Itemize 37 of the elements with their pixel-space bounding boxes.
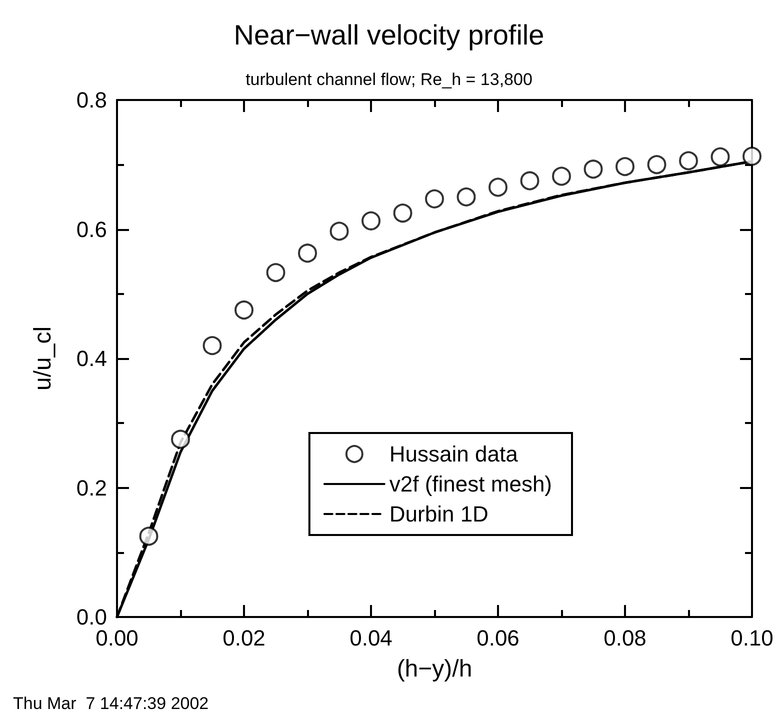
point	[488, 178, 508, 197]
point	[266, 263, 286, 282]
legend-label: Hussain data	[389, 442, 519, 466]
point	[710, 147, 730, 166]
x-tick-label: 0.08	[604, 626, 646, 650]
point	[362, 211, 380, 230]
point	[584, 160, 603, 179]
point	[742, 146, 762, 166]
legend-label: Durbin 1D	[389, 502, 488, 526]
x-tick-label: 0.06	[476, 626, 520, 650]
point	[234, 300, 254, 320]
point	[171, 430, 190, 449]
point	[647, 155, 666, 174]
point	[393, 204, 412, 223]
point	[202, 336, 222, 356]
point	[330, 222, 349, 241]
y-tick-label: 0.4	[76, 346, 107, 371]
y-tick-label: 0.6	[76, 216, 107, 242]
chart-title: Near−wall velocity profile	[234, 20, 544, 50]
point	[298, 244, 317, 263]
chart-subtitle: turbulent channel flow; Re_h = 13,800	[246, 70, 532, 89]
y-tick-label: 0.8	[76, 88, 107, 112]
point	[139, 526, 158, 546]
point	[520, 171, 540, 190]
x-tick-label: 0.10	[730, 626, 774, 650]
y-tick-label: 0.2	[76, 475, 107, 500]
point	[456, 187, 476, 206]
x-tick-label: 0.02	[222, 626, 266, 650]
legend-label: v2f (finest mesh)	[389, 472, 552, 496]
y-axis-title: u/u_cl	[30, 326, 56, 391]
x-tick-label: 0.04	[350, 626, 392, 650]
point	[679, 151, 698, 170]
point	[552, 166, 571, 186]
point	[616, 157, 634, 176]
point	[425, 189, 444, 208]
text: Thu Mar 7 14:47:39 2002	[13, 694, 209, 713]
x-axis-title: (h−y)/h	[396, 656, 472, 682]
